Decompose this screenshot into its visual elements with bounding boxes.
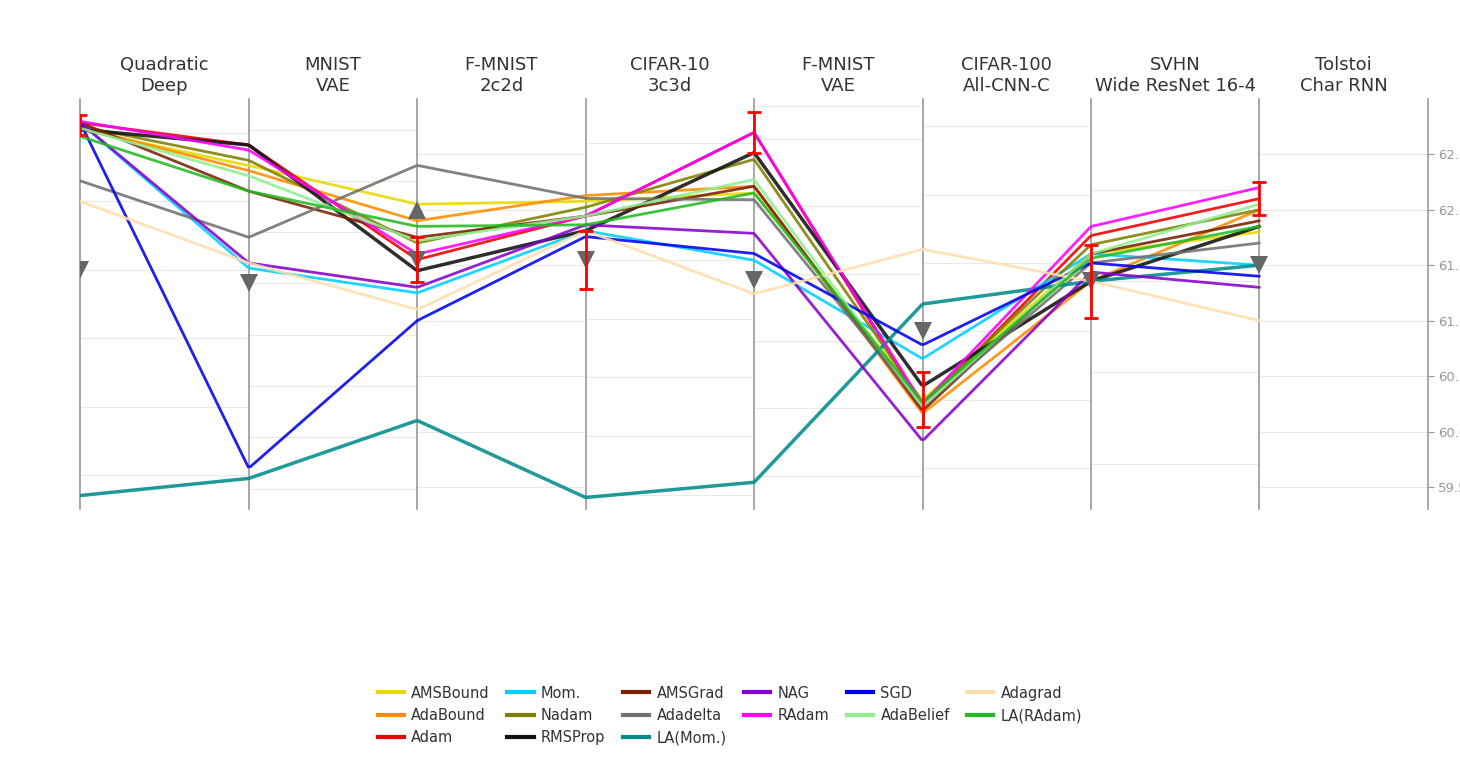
Text: CIFAR-10
3c3d: CIFAR-10 3c3d bbox=[631, 56, 710, 95]
Legend: AMSBound, AdaBound, Adam, Mom., Nadam, RMSProp, AMSGrad, Adadelta, LA(Mom.), NAG: AMSBound, AdaBound, Adam, Mom., Nadam, R… bbox=[371, 679, 1089, 752]
Text: CIFAR-100
All-CNN-C: CIFAR-100 All-CNN-C bbox=[961, 56, 1053, 95]
Text: Tolstoi
Char RNN: Tolstoi Char RNN bbox=[1299, 56, 1387, 95]
Text: F-MNIST
VAE: F-MNIST VAE bbox=[802, 56, 875, 95]
Text: MNIST
VAE: MNIST VAE bbox=[305, 56, 361, 95]
Text: Quadratic
Deep: Quadratic Deep bbox=[120, 56, 209, 95]
Text: F-MNIST
2c2d: F-MNIST 2c2d bbox=[464, 56, 539, 95]
Text: SVHN
Wide ResNet 16-4: SVHN Wide ResNet 16-4 bbox=[1095, 56, 1256, 95]
